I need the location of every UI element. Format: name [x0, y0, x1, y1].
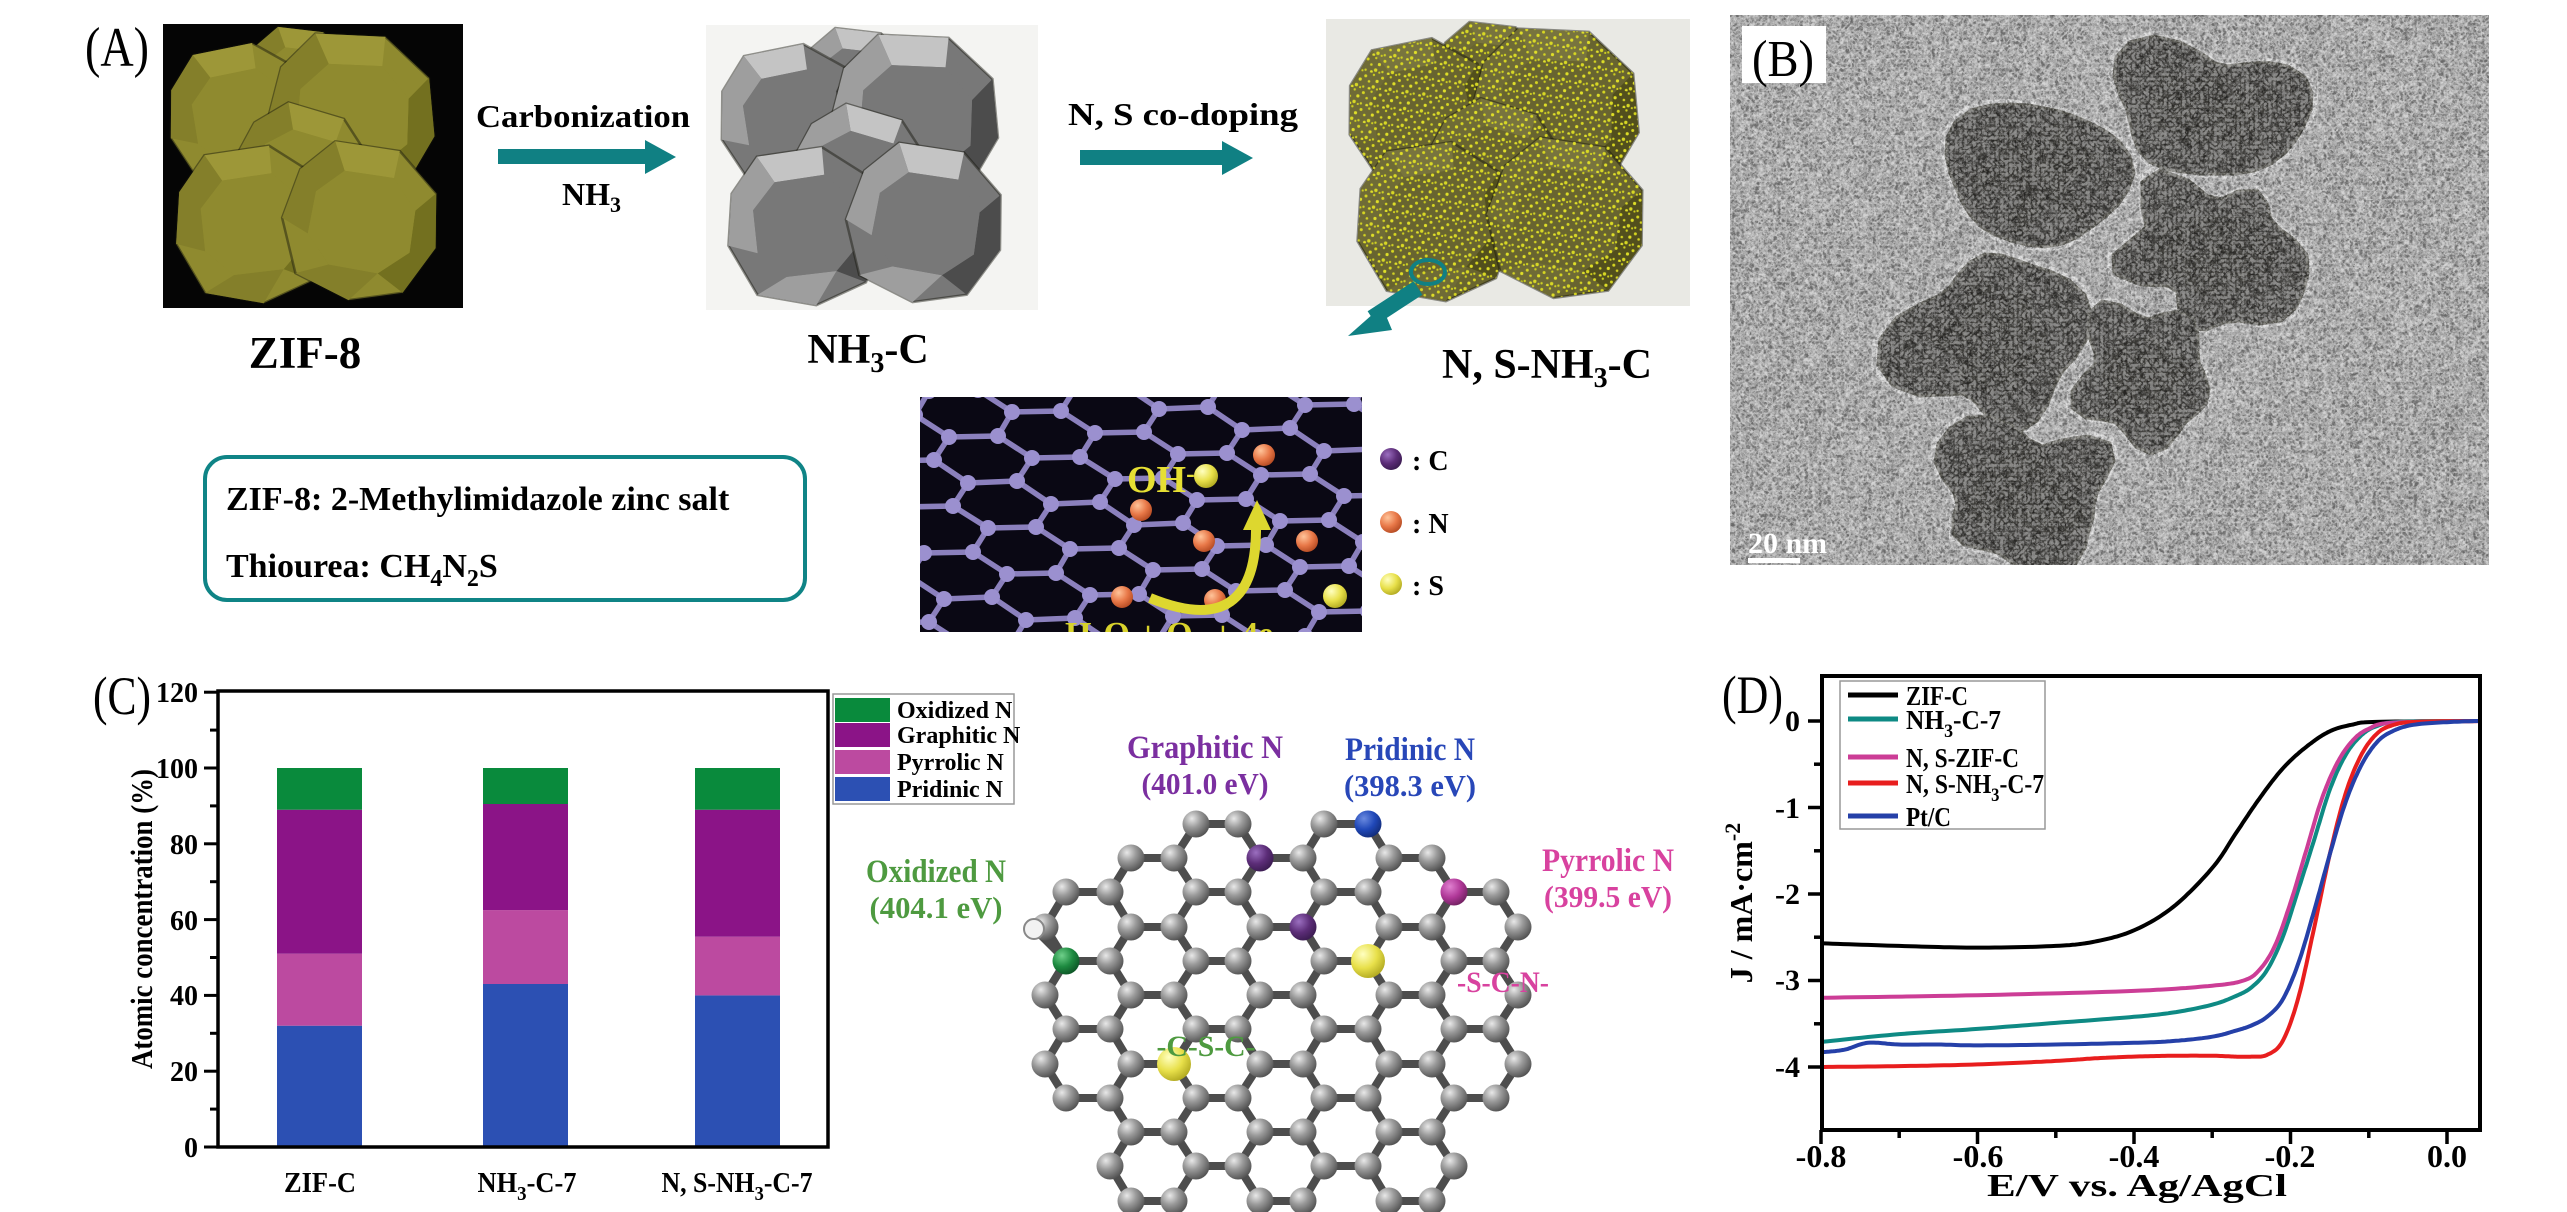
svg-text:N, S-NH3-C-7: N, S-NH3-C-7: [662, 1168, 813, 1205]
svg-text:Pridinic N: Pridinic N: [1345, 732, 1475, 768]
svg-text:Graphitic N: Graphitic N: [1127, 730, 1283, 766]
svg-text:-1: -1: [1775, 792, 1800, 825]
svg-text:(A): (A): [85, 17, 149, 79]
svg-text:ZIF-C: ZIF-C: [1906, 681, 1968, 711]
svg-text:20: 20: [170, 1057, 198, 1088]
svg-text:0.0: 0.0: [2427, 1138, 2467, 1174]
svg-text:120: 120: [156, 678, 198, 709]
svg-text:Oxidized N: Oxidized N: [866, 854, 1006, 890]
svg-text:Oxidized N: Oxidized N: [897, 698, 1013, 724]
svg-text:0: 0: [184, 1133, 198, 1164]
svg-text:OH-: OH-: [1127, 459, 1195, 501]
svg-text:(404.1 eV): (404.1 eV): [870, 890, 1003, 925]
svg-text:Pridinic N: Pridinic N: [897, 777, 1004, 803]
svg-text:N, S-ZIF-C: N, S-ZIF-C: [1906, 743, 2019, 773]
svg-text:-0.2: -0.2: [2265, 1138, 2316, 1174]
svg-text:(398.3 eV): (398.3 eV): [1344, 768, 1476, 803]
svg-text:N, S-NH3-C: N, S-NH3-C: [1442, 342, 1652, 394]
svg-text:(399.5 eV): (399.5 eV): [1544, 879, 1672, 914]
svg-text:Carbonization: Carbonization: [476, 98, 690, 134]
svg-text:-3: -3: [1775, 964, 1800, 997]
svg-text:20 nm: 20 nm: [1748, 527, 1827, 560]
svg-text:-S-C-N-: -S-C-N-: [1457, 966, 1549, 999]
svg-text:Pyrrolic N: Pyrrolic N: [1542, 843, 1674, 879]
svg-text:40: 40: [170, 981, 198, 1012]
svg-text:60: 60: [170, 906, 198, 937]
svg-text:80: 80: [170, 830, 198, 861]
svg-text:: S: : S: [1412, 571, 1444, 602]
svg-text:H2O + O2 + 4e: H2O + O2 + 4e: [1065, 616, 1273, 658]
svg-text:-0.4: -0.4: [2109, 1138, 2160, 1174]
svg-text:ZIF-8: 2-Methylimidazole zinc: ZIF-8: 2-Methylimidazole zinc salt: [226, 481, 730, 518]
svg-text:100: 100: [156, 754, 198, 785]
svg-text:(401.0 eV): (401.0 eV): [1142, 766, 1269, 801]
svg-text:Atomic concentration (%): Atomic concentration (%): [124, 769, 159, 1069]
svg-text:-4: -4: [1775, 1051, 1800, 1084]
svg-text:: N: : N: [1412, 509, 1449, 540]
svg-text:Pyrrolic N: Pyrrolic N: [897, 750, 1005, 776]
svg-text:-C-S-C-: -C-S-C-: [1157, 1030, 1256, 1063]
svg-text:ZIF-8: ZIF-8: [249, 328, 362, 378]
svg-text:E/V vs. Ag/AgCl: E/V vs. Ag/AgCl: [1987, 1167, 2287, 1203]
svg-text:Thiourea: CH4N2S: Thiourea: CH4N2S: [226, 548, 498, 592]
svg-text:-0.8: -0.8: [1796, 1138, 1847, 1174]
svg-text:N, S co-doping: N, S co-doping: [1068, 96, 1298, 132]
svg-text:-0.6: -0.6: [1953, 1138, 2004, 1174]
svg-text:: C: : C: [1412, 446, 1449, 477]
svg-text:NH3-C: NH3-C: [807, 327, 928, 379]
svg-text:NH3-C-7: NH3-C-7: [478, 1168, 577, 1205]
svg-text:0: 0: [1785, 705, 1800, 738]
svg-text:-2: -2: [1775, 878, 1800, 911]
svg-text:Graphitic N: Graphitic N: [897, 723, 1021, 749]
svg-text:(C): (C): [93, 666, 151, 726]
svg-text:Pt/C: Pt/C: [1906, 802, 1951, 832]
svg-text:(D): (D): [1722, 665, 1783, 725]
svg-text:(B): (B): [1752, 31, 1814, 88]
svg-text:J / mA·cm-2: J / mA·cm-2: [1720, 823, 1759, 984]
svg-text:ZIF-C: ZIF-C: [284, 1168, 356, 1199]
